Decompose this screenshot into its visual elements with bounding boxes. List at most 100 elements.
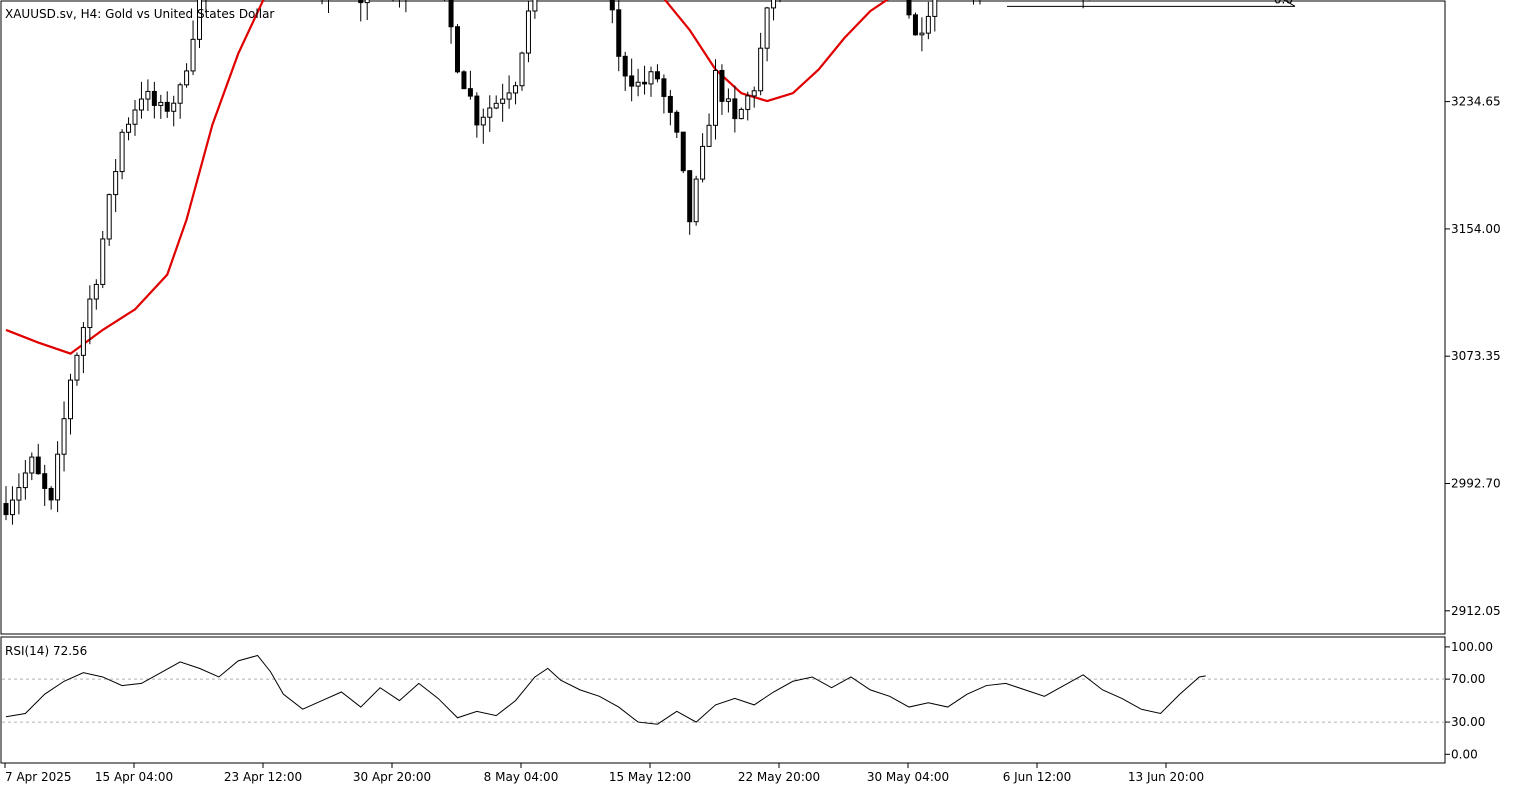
price-tick-label: 3154.00	[1451, 222, 1501, 236]
candle-body	[113, 171, 119, 196]
candle-body	[87, 298, 93, 329]
candle-body	[719, 69, 725, 102]
candle-body	[758, 47, 764, 92]
candle-body	[642, 81, 648, 85]
candle-body	[119, 131, 125, 173]
candle-body	[106, 194, 112, 240]
candle-body	[455, 26, 460, 73]
candle-body	[687, 170, 693, 223]
candlestick-layer	[3, 0, 1091, 525]
candle-body	[525, 10, 531, 54]
candle-body	[751, 90, 757, 97]
price-tick-label: 3073.35	[1451, 349, 1501, 363]
candle-body	[513, 85, 519, 94]
rsi-line	[5, 654, 1206, 725]
rsi-pane: 100.00 70.00 30.00 0.00 RSI(14) 72.56	[0, 636, 1493, 764]
candle-body	[648, 71, 654, 85]
candle-body	[132, 109, 138, 125]
candle-body	[661, 78, 667, 97]
candle-body	[93, 283, 99, 300]
candle-body	[448, 0, 454, 28]
time-tick-label: 7 Apr 2025	[5, 770, 72, 784]
candle-body	[919, 32, 925, 36]
candle-body	[100, 238, 106, 285]
rsi-tick-label: 100.00	[1451, 640, 1493, 654]
candle-body	[732, 98, 738, 120]
moving-average-layer	[5, 0, 889, 355]
price-axis: 3557.253476.603315.303234.653154.003073.…	[1445, 95, 1501, 618]
candle-body	[680, 131, 686, 172]
candle-body	[609, 0, 615, 11]
time-axis: 7 Apr 2025 15 Apr 04:00 23 Apr 12:00 30 Apr…	[4, 763, 1204, 784]
time-tick-label: 23 Apr 12:00	[224, 770, 302, 784]
time-tick-label: 15 Apr 04:00	[95, 770, 173, 784]
candle-body	[151, 90, 157, 106]
candle-body	[158, 101, 164, 106]
candle-body	[461, 71, 467, 90]
candle-body	[126, 123, 132, 133]
chart-title: XAUUSD.sv, H4: Gold vs United States Dol…	[5, 7, 274, 21]
rsi-title: RSI(14) 72.56	[5, 644, 87, 658]
rsi-tick-label: 0.00	[1451, 747, 1478, 761]
candle-body	[197, 0, 202, 40]
candle-body	[190, 38, 196, 72]
moving-average-line	[5, 0, 889, 355]
candle-body	[667, 95, 673, 113]
candle-body	[725, 98, 731, 102]
candle-body	[654, 71, 660, 80]
fibonacci-layer: 261.8161.8100.061.850.038.223.60.0	[1007, 0, 1296, 7]
candle-body	[713, 69, 718, 126]
candle-body	[184, 70, 190, 86]
candle-body	[912, 14, 918, 36]
candle-body	[55, 453, 61, 501]
candle-body	[364, 0, 370, 4]
candle-body	[622, 55, 628, 77]
rsi-tick-label: 30.00	[1451, 715, 1485, 729]
candle-body	[3, 503, 9, 516]
candle-body	[22, 472, 28, 489]
candle-body	[635, 81, 641, 87]
rsi-line-layer	[5, 654, 1206, 725]
rsi-tick-label: 70.00	[1451, 672, 1485, 686]
candle-body	[80, 327, 86, 356]
candle-body	[738, 108, 744, 120]
candle-body	[700, 145, 706, 180]
candle-body	[925, 15, 931, 34]
time-tick-label: 22 May 20:00	[738, 770, 820, 784]
price-tick-label: 2992.70	[1451, 477, 1501, 491]
candle-body	[532, 0, 538, 12]
candle-body	[480, 116, 486, 126]
candle-body	[906, 0, 912, 16]
candle-body	[771, 0, 777, 9]
candle-body	[506, 92, 512, 100]
rsi-pane-border	[0, 636, 1446, 764]
candle-body	[764, 7, 770, 49]
candle-body	[29, 456, 35, 474]
candle-body	[693, 178, 699, 223]
candle-body	[61, 418, 67, 455]
candle-body	[932, 0, 938, 17]
candle-body	[16, 487, 22, 501]
time-tick-label: 6 Jun 12:00	[1003, 770, 1072, 784]
candle-body	[519, 52, 525, 87]
rsi-axis: 100.00 70.00 30.00 0.00	[2, 640, 1493, 761]
candle-body	[9, 499, 15, 516]
candle-body	[171, 102, 177, 112]
candle-body	[42, 473, 48, 489]
candle-body	[674, 111, 680, 133]
candle-body	[358, 0, 364, 4]
candle-body	[616, 9, 622, 57]
candle-body	[177, 84, 183, 104]
price-pane: 3557.253476.603315.303234.653154.003073.…	[0, 0, 1501, 635]
time-tick-label: 30 May 04:00	[867, 770, 949, 784]
candle-body	[74, 354, 80, 381]
candle-body	[164, 101, 170, 112]
candle-body	[474, 95, 480, 126]
candle-body	[138, 98, 144, 111]
candle-body	[745, 95, 751, 110]
price-tick-label: 3234.65	[1451, 95, 1501, 109]
fib-level-label: 0.0	[1274, 0, 1293, 6]
candle-body	[467, 88, 473, 97]
price-pane-border	[0, 0, 1446, 635]
